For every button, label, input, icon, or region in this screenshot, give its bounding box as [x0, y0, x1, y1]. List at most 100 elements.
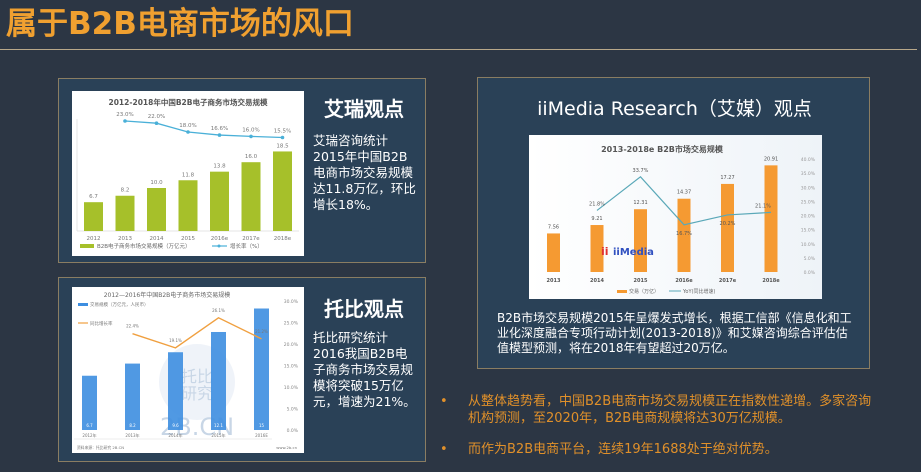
svg-text:2013: 2013 — [547, 278, 561, 284]
panel-tuobi: 2012—2016年中国B2B电子商务市场交易规模 交易规模（万亿元，人民币） … — [58, 277, 426, 462]
svg-text:8.2: 8.2 — [129, 423, 136, 428]
legend-bar: B2B电子商务市场交易规模（万亿元） — [97, 242, 191, 250]
svg-text:15.0%: 15.0% — [801, 228, 816, 234]
svg-text:2018e: 2018e — [274, 236, 292, 242]
svg-text:17.27: 17.27 — [720, 175, 734, 181]
svg-text:16.7%: 16.7% — [676, 231, 692, 237]
svg-text:15: 15 — [259, 423, 265, 428]
svg-text:0.0%: 0.0% — [287, 428, 299, 434]
svg-text:22.0%: 22.0% — [148, 114, 165, 120]
bullet-item: • 而作为B2B电商平台，连续19年1688处于绝对优势。 — [440, 442, 778, 457]
svg-text:10.0%: 10.0% — [284, 385, 299, 391]
svg-text:2017e: 2017e — [719, 278, 737, 284]
svg-text:11.8: 11.8 — [182, 172, 195, 178]
svg-text:10.0: 10.0 — [150, 180, 163, 186]
svg-text:5.0%: 5.0% — [287, 407, 299, 413]
chart-title: 2013-2018e B2B市场交易规模 — [601, 144, 724, 154]
svg-text:14.37: 14.37 — [677, 190, 691, 196]
svg-text:2013: 2013 — [118, 236, 132, 242]
svg-text:2012年: 2012年 — [82, 432, 96, 438]
svg-text:2015年: 2015年 — [211, 432, 225, 438]
summary-bullets: • 从整体趋势看，中国B2B电商市场交易规模正在指数性递增。多家咨询机构预测，至… — [440, 393, 880, 472]
svg-text:2016e: 2016e — [211, 236, 229, 242]
svg-text:2015: 2015 — [181, 236, 195, 242]
svg-text:40.0%: 40.0% — [801, 157, 816, 163]
chart-tuobi: 2012—2016年中国B2B电子商务市场交易规模 交易规模（万亿元，人民币） … — [72, 287, 304, 453]
svg-text:交易（万亿）: 交易（万亿） — [629, 288, 659, 295]
svg-text:21.1%: 21.1% — [755, 203, 771, 209]
svg-text:35.0%: 35.0% — [801, 171, 816, 177]
svg-text:12.31: 12.31 — [633, 200, 647, 206]
chart-iresearch: 2012-2018年中国B2B电子商务市场交易规模 6.7 2012 8.2 2013… — [72, 91, 304, 256]
bullet-dot-icon: • — [440, 442, 448, 457]
svg-text:6.7: 6.7 — [86, 423, 93, 428]
svg-text:www.2b.cn: www.2b.cn — [276, 445, 297, 450]
svg-text:YoY(同比增速): YoY(同比增速) — [682, 288, 715, 295]
svg-text:研究: 研究 — [181, 384, 213, 403]
svg-text:5.0%: 5.0% — [804, 256, 816, 262]
svg-text:2012: 2012 — [87, 236, 101, 242]
svg-text:30.0%: 30.0% — [284, 299, 299, 305]
svg-text:33.7%: 33.7% — [633, 168, 649, 174]
svg-text:0.0%: 0.0% — [804, 270, 816, 276]
svg-text:2014年: 2014年 — [168, 432, 182, 438]
bullet-item: • 从整体趋势看，中国B2B电商市场交易规模正在指数性递增。多家咨询机构预测，至… — [440, 394, 872, 426]
svg-text:9.6: 9.6 — [172, 423, 179, 428]
svg-text:2014: 2014 — [150, 236, 164, 242]
chart-title: 2012-2018年中国B2B电子商务市场交易规模 — [108, 97, 268, 107]
chart-iimedia: 2013-2018e B2B市场交易规模 0.0% 5.0% 10.0% 15.0% 2… — [529, 135, 822, 299]
svg-text:2018e: 2018e — [762, 278, 780, 284]
svg-text:交易规模（万亿元，人民币）: 交易规模（万亿元，人民币） — [90, 301, 149, 308]
panel-body: 托比研究统计2016我国B2B电子商务市场交易规模将突破15万亿元，增速为21%… — [313, 330, 416, 409]
bullet-dot-icon: • — [440, 394, 448, 409]
svg-text:15.0%: 15.0% — [284, 364, 299, 370]
svg-text:2017e: 2017e — [242, 236, 260, 242]
svg-text:30.0%: 30.0% — [801, 185, 816, 191]
svg-text:18.5: 18.5 — [276, 143, 289, 149]
svg-text:2013年: 2013年 — [125, 432, 139, 438]
svg-text:26.1%: 26.1% — [212, 308, 225, 313]
svg-text:25.0%: 25.0% — [284, 321, 299, 327]
svg-text:16.6%: 16.6% — [211, 126, 228, 132]
svg-text:15.5%: 15.5% — [274, 129, 291, 135]
panel-iresearch: 2012-2018年中国B2B电子商务市场交易规模 6.7 2012 8.2 2013… — [58, 78, 426, 263]
svg-text:25.0%: 25.0% — [801, 199, 816, 205]
svg-text:同比增长率: 同比增长率 — [90, 320, 113, 327]
svg-text:10.0%: 10.0% — [801, 242, 816, 248]
panel-iimedia: iiMedia Research（艾媒）观点 2013-2018e B2B市场交… — [477, 77, 870, 369]
svg-text:18.0%: 18.0% — [179, 123, 196, 129]
svg-text:22.4%: 22.4% — [126, 324, 139, 329]
svg-text:19.1%: 19.1% — [169, 338, 182, 343]
legend-line: 增长率（%） — [230, 242, 263, 250]
svg-text:21.2%: 21.2% — [255, 329, 268, 334]
svg-text:ii: ii — [601, 245, 609, 258]
svg-text:20.0%: 20.0% — [801, 214, 816, 220]
page-title: 属于B2B电商市场的风口 — [6, 6, 354, 42]
svg-text:7.56: 7.56 — [548, 224, 559, 230]
svg-text:2016E: 2016E — [255, 433, 268, 438]
title-divider — [0, 49, 917, 50]
svg-text:20.0%: 20.0% — [284, 342, 299, 348]
svg-text:16.0: 16.0 — [245, 154, 258, 160]
svg-text:23.0%: 23.0% — [116, 112, 133, 118]
svg-text:20.91: 20.91 — [764, 156, 778, 162]
panel-heading: iiMedia Research（艾媒）观点 — [537, 98, 812, 120]
svg-text:21.8%: 21.8% — [589, 201, 605, 207]
panel-body: B2B市场交易规模2015年呈爆发式增长，根据工信部《信息化和工业化深度融合专项… — [497, 311, 852, 355]
svg-text:2015: 2015 — [634, 278, 648, 284]
svg-text:20.2%: 20.2% — [720, 221, 736, 227]
svg-text:16.0%: 16.0% — [242, 127, 259, 133]
panel-heading: 艾瑞观点 — [324, 97, 404, 121]
svg-text:2016e: 2016e — [675, 278, 693, 284]
chart-title: 2012—2016年中国B2B电子商务市场交易规模 — [104, 291, 231, 299]
panel-body: 艾瑞咨询统计2015年中国B2B电商市场交易规模达11.8万亿，环比增长18%。 — [313, 133, 416, 212]
svg-text:13.8: 13.8 — [213, 164, 226, 170]
svg-text:6.7: 6.7 — [89, 194, 98, 200]
svg-text:2014: 2014 — [590, 278, 604, 284]
svg-text:托比: 托比 — [181, 367, 213, 386]
panel-heading: 托比观点 — [324, 297, 404, 321]
svg-text:iiMedia: iiMedia — [613, 247, 654, 258]
svg-text:9.21: 9.21 — [591, 216, 602, 222]
svg-text:12.1: 12.1 — [214, 423, 223, 428]
svg-text:资料来源：托比研究 2B.CN: 资料来源：托比研究 2B.CN — [77, 445, 124, 450]
